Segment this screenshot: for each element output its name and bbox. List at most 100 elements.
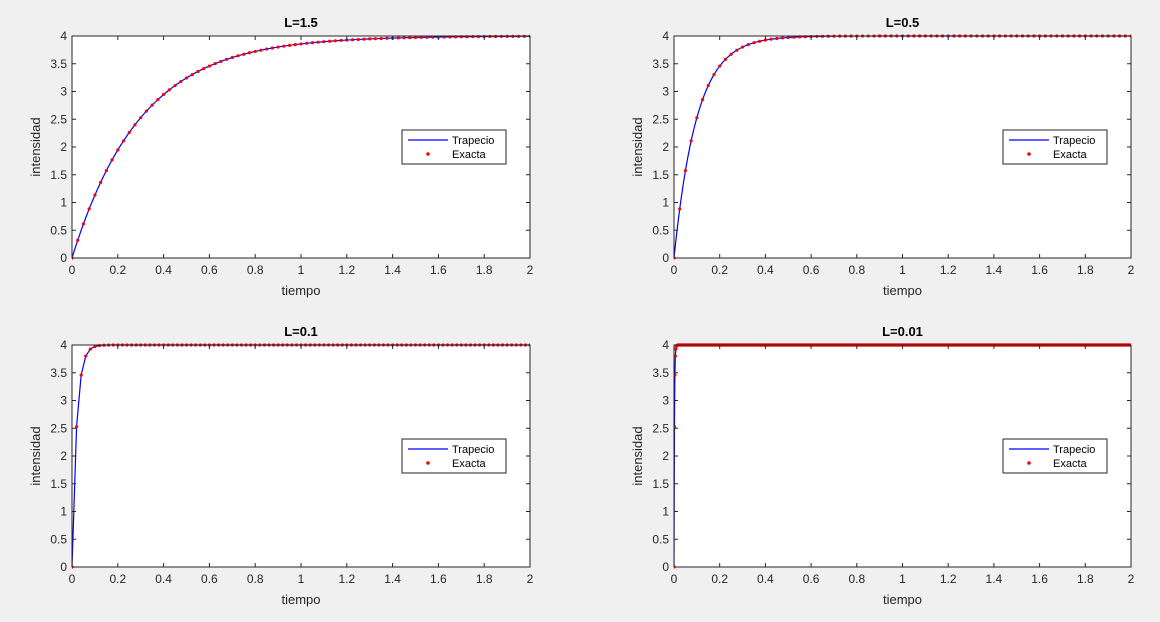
data-point-exacta — [93, 344, 97, 349]
y-tick-label: 1.5 — [652, 168, 669, 182]
data-point-exacta — [81, 222, 86, 226]
data-point-exacta — [729, 52, 733, 56]
data-point-exacta — [104, 169, 108, 173]
x-tick-label: 1.4 — [384, 263, 401, 277]
data-point-exacta — [97, 343, 102, 348]
legend-box — [1002, 129, 1108, 165]
x-tick-label: 0 — [69, 263, 76, 277]
x-axis-label: tiempo — [883, 283, 922, 298]
x-tick-label: 0 — [671, 572, 678, 586]
subplot-4: L=0.01 0 0.2 0.4 0.6 0.8 1 1.2 1.4 1.6 1.8 2 0 0.5 1 1.… — [630, 324, 1135, 607]
legend-label-trapecio: Trapecio — [1053, 444, 1095, 456]
y-tick-label: 0 — [662, 560, 669, 574]
data-point-exacta — [190, 72, 194, 77]
data-point-exacta — [413, 35, 418, 40]
data-point-exacta — [282, 44, 286, 48]
x-tick-label: 0.6 — [803, 263, 820, 277]
data-point-exacta — [345, 38, 349, 42]
data-point-exacta — [121, 139, 126, 143]
y-tick-label: 0.5 — [50, 223, 67, 237]
data-point-exacta — [700, 98, 705, 102]
data-point-exacta — [712, 72, 716, 77]
legend-box — [1002, 438, 1108, 474]
data-point-exacta — [253, 49, 257, 54]
data-point-exacta — [213, 62, 217, 66]
y-tick-label: 2 — [60, 140, 67, 154]
chart-title: L=0.01 — [882, 324, 923, 339]
data-point-exacta — [305, 41, 309, 45]
data-point-exacta — [293, 43, 297, 47]
data-point-exacta — [207, 64, 211, 68]
legend-swatch-exacta — [426, 461, 430, 465]
data-point-exacta — [683, 169, 688, 173]
x-tick-label: 1.6 — [1031, 572, 1048, 586]
data-point-exacta — [99, 180, 103, 184]
y-tick-label: 2 — [662, 449, 669, 463]
x-tick-label: 2 — [527, 572, 534, 586]
x-tick-label: 1 — [298, 572, 305, 586]
data-point-exacta — [769, 37, 773, 41]
y-tick-label: 3 — [662, 394, 669, 408]
subplot-2: L=0.5 0 0.2 0.4 0.6 0.8 1 1.2 1.4 1.6 1.8 2 0 0.5 1 1.5… — [630, 15, 1135, 298]
data-point-exacta — [350, 38, 355, 42]
data-point-exacta — [379, 36, 383, 41]
data-point-exacta — [316, 40, 320, 44]
y-tick-label: 3.5 — [652, 57, 669, 71]
data-point-exacta — [763, 38, 768, 42]
y-tick-label: 4 — [662, 29, 669, 43]
y-tick-label: 3 — [60, 394, 67, 408]
data-point-exacta — [786, 35, 790, 40]
data-point-exacta — [328, 39, 332, 43]
data-point-exacta — [674, 354, 677, 358]
data-point-exacta — [339, 38, 343, 43]
data-point-exacta — [87, 207, 91, 211]
data-point-exacta — [368, 37, 372, 41]
y-tick-label: 0.5 — [50, 532, 67, 546]
data-point-exacta — [224, 57, 229, 62]
data-point-exacta — [133, 123, 137, 127]
data-point-exacta — [259, 48, 263, 52]
x-tick-label: 0.2 — [711, 572, 728, 586]
data-point-exacta — [674, 347, 678, 351]
x-tick-label: 1 — [899, 263, 906, 277]
data-point-exacta — [419, 35, 423, 39]
x-tick-label: 1.8 — [476, 572, 493, 586]
data-point-exacta — [373, 37, 378, 41]
x-axis-label: tiempo — [883, 592, 922, 607]
x-tick-label: 1.2 — [338, 263, 355, 277]
y-tick-label: 1.5 — [50, 168, 67, 182]
data-point-exacta — [242, 52, 246, 56]
data-point-exacta — [476, 35, 481, 39]
x-axis-label: tiempo — [281, 283, 320, 298]
data-point-exacta — [695, 116, 699, 120]
data-point-exacta — [196, 69, 200, 74]
data-point-exacta — [735, 48, 739, 52]
x-tick-label: 0.6 — [201, 572, 218, 586]
data-point-exacta — [79, 373, 83, 377]
x-tick-label: 0.6 — [803, 572, 820, 586]
y-tick-label: 1 — [60, 196, 67, 210]
y-tick-label: 2 — [662, 140, 669, 154]
data-point-exacta — [276, 45, 280, 49]
data-point-exacta — [310, 41, 315, 45]
x-tick-label: 1.2 — [338, 572, 355, 586]
legend: Trapecio Exacta — [401, 438, 507, 474]
chart-title: L=1.5 — [284, 15, 318, 30]
legend: Trapecio Exacta — [1002, 438, 1108, 474]
y-tick-label: 3.5 — [652, 366, 669, 380]
data-point-exacta — [270, 46, 274, 50]
y-tick-label: 2.5 — [652, 112, 669, 126]
data-point-exacta — [758, 39, 762, 43]
legend: Trapecio Exacta — [401, 129, 507, 165]
y-tick-label: 1 — [662, 505, 669, 519]
data-point-exacta — [265, 47, 269, 51]
data-point-exacta — [150, 103, 154, 107]
data-point-exacta — [775, 36, 779, 41]
x-tick-label: 2 — [1128, 263, 1135, 277]
data-point-exacta — [93, 193, 97, 197]
data-point-exacta — [202, 67, 206, 71]
y-axis-label: intensidad — [28, 117, 43, 176]
x-tick-label: 0 — [69, 572, 76, 586]
data-point-exacta — [116, 148, 120, 152]
x-tick-label: 0.2 — [109, 263, 126, 277]
